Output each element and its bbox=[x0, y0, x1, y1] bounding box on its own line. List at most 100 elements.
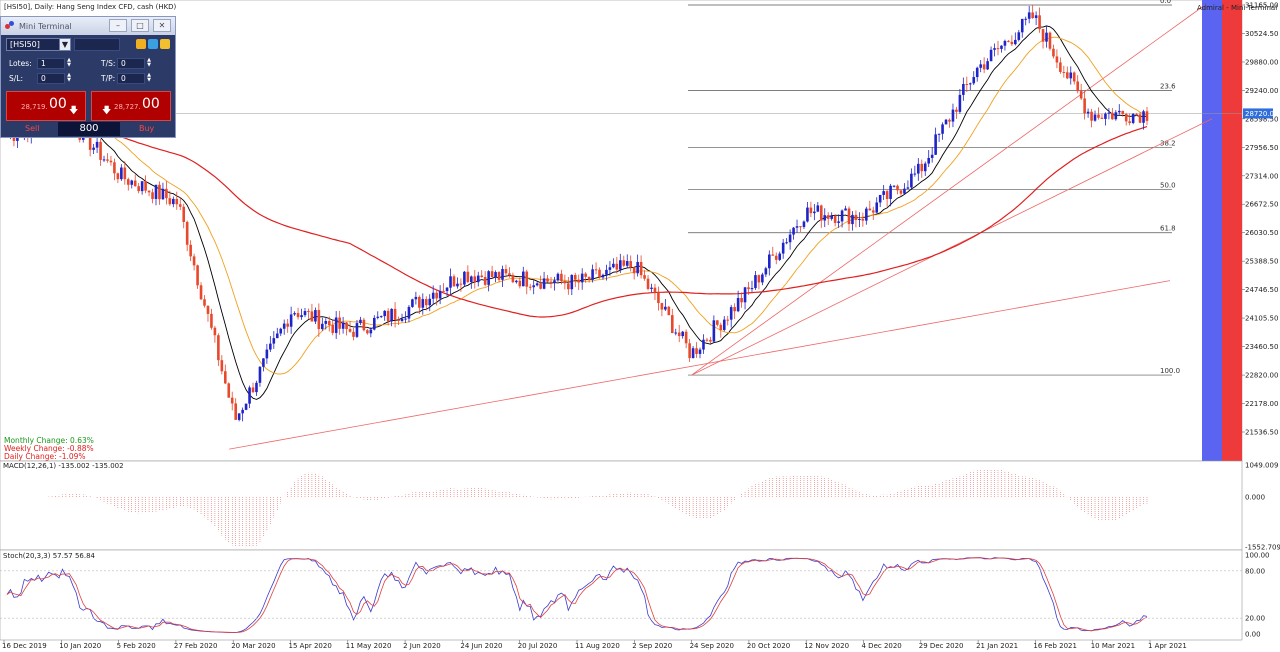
candle-bull bbox=[986, 61, 989, 70]
candle-bear bbox=[587, 276, 591, 280]
price-tick-label: 29880.00 bbox=[1245, 58, 1278, 66]
candle-bear bbox=[639, 261, 643, 276]
chevron-down-icon[interactable]: ▼ bbox=[59, 38, 71, 51]
buy-button[interactable]: Buy bbox=[139, 124, 155, 133]
close-icon[interactable]: ✕ bbox=[153, 19, 171, 32]
candle-bull bbox=[625, 261, 629, 266]
current-price-label: 28720.00 bbox=[1245, 110, 1278, 118]
fib-label: 23.6 bbox=[1160, 82, 1176, 90]
candle-bear bbox=[1072, 72, 1076, 82]
buy-price-box[interactable]: 🡇 28,727. 00 bbox=[91, 91, 171, 121]
stoch-tick-label: 80.00 bbox=[1245, 567, 1265, 575]
sl-spinner[interactable]: ▲ ▼ bbox=[67, 72, 71, 83]
candle-bear bbox=[310, 311, 314, 322]
candle-bear bbox=[109, 160, 113, 163]
stoch-tick-label: 0.00 bbox=[1245, 631, 1261, 639]
candle-bear bbox=[799, 226, 802, 228]
candle-bull bbox=[1086, 111, 1090, 114]
price-tick-label: 22178.00 bbox=[1245, 400, 1278, 408]
candle-bull bbox=[840, 210, 844, 222]
price-tick-label: 26030.50 bbox=[1245, 229, 1278, 237]
candle-bull bbox=[501, 269, 504, 280]
candle-bull bbox=[1093, 114, 1097, 121]
candle-bull bbox=[785, 242, 788, 244]
trend-line-lower bbox=[691, 118, 1213, 376]
candle-bull bbox=[910, 173, 913, 188]
candle-bear bbox=[511, 274, 515, 283]
candle-bull bbox=[792, 227, 795, 235]
candle-bear bbox=[677, 332, 681, 337]
candle-bear bbox=[885, 191, 889, 199]
mini-terminal-title: Mini Terminal bbox=[19, 21, 72, 31]
date-tick-label: 10 Jan 2020 bbox=[59, 642, 101, 650]
restore-icon[interactable]: □ bbox=[131, 19, 149, 32]
date-tick-label: 15 Apr 2020 bbox=[289, 642, 332, 650]
sell-button[interactable]: Sell bbox=[25, 124, 40, 133]
candle-bull bbox=[324, 320, 328, 324]
mini-terminal[interactable]: Mini Terminal – □ ✕ [HSI50] ▼ Lotes: 1 ▲… bbox=[0, 16, 176, 138]
candle-bull bbox=[674, 332, 678, 334]
candle-bull bbox=[788, 234, 792, 243]
candle-bear bbox=[1111, 112, 1114, 120]
candle-bull bbox=[431, 292, 435, 299]
candle-bull bbox=[917, 163, 920, 174]
stoch-d-line bbox=[6, 557, 1148, 633]
candle-bear bbox=[622, 260, 626, 266]
candle-bear bbox=[1079, 91, 1083, 99]
candle-bull bbox=[1014, 39, 1017, 45]
candle-bear bbox=[1059, 62, 1062, 72]
candle-bull bbox=[941, 124, 944, 134]
candle-bear bbox=[584, 273, 587, 277]
candle-bull bbox=[1117, 110, 1121, 113]
candle-bear bbox=[598, 269, 601, 278]
candle-bull bbox=[400, 318, 404, 321]
candle-bear bbox=[629, 261, 633, 268]
date-tick-label: 20 Mar 2020 bbox=[231, 642, 275, 650]
candle-bear bbox=[982, 64, 986, 70]
mini-terminal-titlebar[interactable]: Mini Terminal – □ ✕ bbox=[1, 17, 175, 35]
candle-bear bbox=[473, 276, 477, 283]
candle-bull bbox=[341, 322, 345, 329]
weekly-change: Weekly Change: -0.88% bbox=[4, 444, 94, 453]
price-tick-label: 25388.50 bbox=[1245, 258, 1278, 266]
ts-spinner[interactable]: ▲ ▼ bbox=[147, 57, 151, 68]
candle-bull bbox=[390, 308, 393, 322]
candle-bear bbox=[847, 208, 851, 225]
ma-mid-line bbox=[6, 36, 1148, 375]
price-tick-label: 24105.50 bbox=[1245, 315, 1278, 323]
candle-bull bbox=[823, 215, 827, 221]
lots-spinner[interactable]: ▲ ▼ bbox=[67, 57, 71, 68]
candle-bear bbox=[563, 281, 567, 284]
macd-label: MACD(12,26,1) -135.002 -135.002 bbox=[3, 462, 124, 470]
copy-icon[interactable] bbox=[136, 39, 146, 49]
symbol-select[interactable]: [HSI50] bbox=[6, 38, 60, 51]
fib-label: 50.0 bbox=[1160, 182, 1176, 190]
candle-bull bbox=[975, 67, 979, 78]
candle-bear bbox=[1145, 111, 1149, 121]
price-tick-label: 30524.50 bbox=[1245, 30, 1278, 38]
candle-bear bbox=[497, 272, 501, 280]
minimize-icon[interactable]: – bbox=[109, 19, 127, 32]
candle-bear bbox=[397, 319, 400, 321]
ts-input[interactable]: 0 bbox=[117, 58, 145, 69]
candle-bull bbox=[16, 137, 19, 141]
candle-bull bbox=[120, 167, 123, 180]
lots-input[interactable]: 1 bbox=[37, 58, 65, 69]
candle-bull bbox=[383, 310, 386, 317]
price-tick-label: 27314.00 bbox=[1245, 172, 1278, 180]
candle-bear bbox=[740, 297, 743, 303]
sell-price-box[interactable]: 28,719. 00 🡇 bbox=[6, 91, 86, 121]
candle-bear bbox=[1138, 114, 1142, 123]
volume-input[interactable]: 800 bbox=[58, 122, 120, 136]
settings-icon[interactable] bbox=[148, 39, 158, 49]
candle-bull bbox=[275, 333, 279, 339]
candle-bear bbox=[206, 305, 210, 314]
candle-bull bbox=[1017, 32, 1021, 40]
candle-bear bbox=[1124, 113, 1128, 122]
candle-bear bbox=[210, 313, 213, 328]
tp-input[interactable]: 0 bbox=[117, 73, 145, 84]
tp-spinner[interactable]: ▲ ▼ bbox=[147, 72, 151, 83]
grid-icon[interactable] bbox=[160, 39, 170, 49]
sl-input[interactable]: 0 bbox=[37, 73, 65, 84]
candle-bull bbox=[750, 288, 754, 290]
